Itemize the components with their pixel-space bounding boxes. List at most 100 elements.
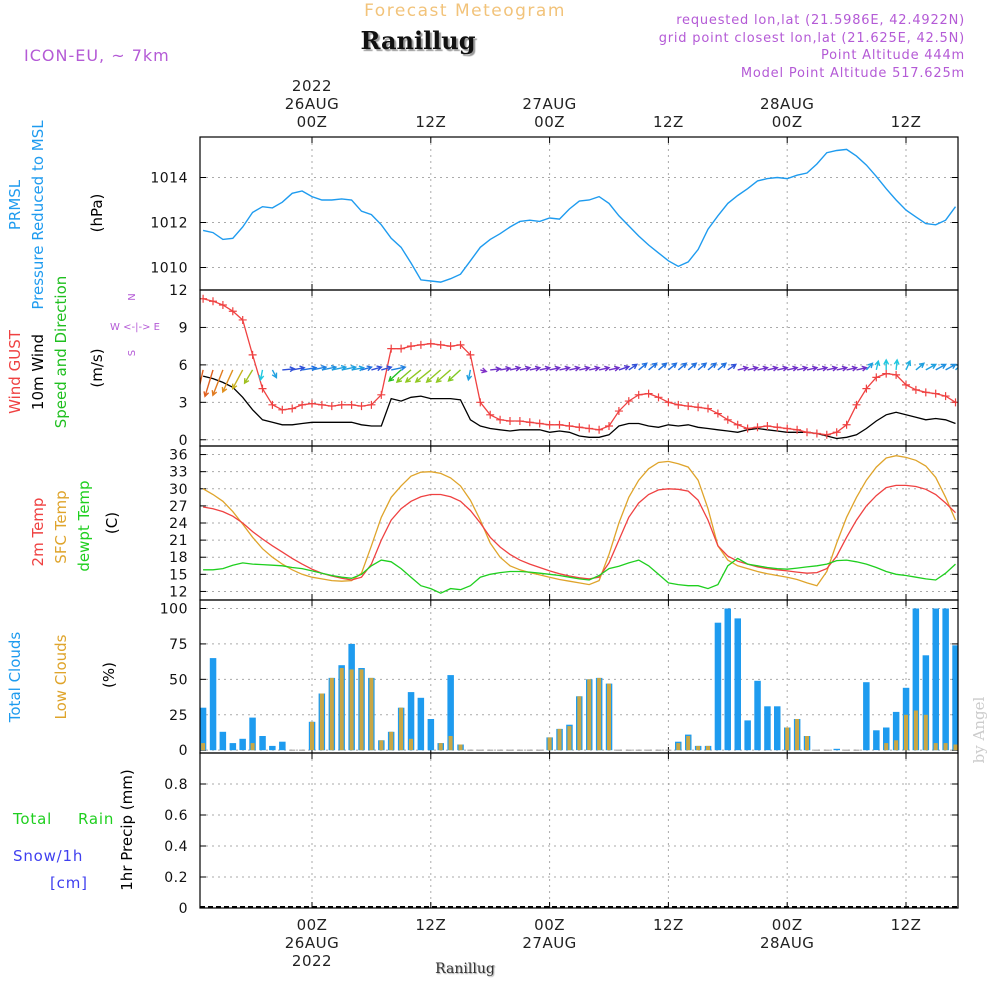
top-time-label: 00Z bbox=[772, 113, 803, 131]
low-cloud-bar bbox=[923, 714, 928, 751]
temp-unit: (C) bbox=[103, 512, 121, 534]
panel-frame bbox=[199, 752, 959, 909]
total-cloud-bar bbox=[714, 622, 722, 751]
bottom-time-label: 00Z bbox=[534, 916, 565, 934]
total-cloud-bar bbox=[952, 645, 958, 751]
top-time-label: 12Z bbox=[415, 113, 446, 131]
gust-marker bbox=[704, 404, 712, 413]
dewpt-label: dewpt Temp bbox=[75, 480, 93, 571]
y-tick-label: 0 bbox=[179, 743, 188, 759]
total-cloud-bar bbox=[863, 682, 870, 751]
low-cloud-bar bbox=[587, 679, 592, 751]
wind-direction-arrow bbox=[856, 365, 868, 372]
wind-direction-arrow bbox=[539, 365, 552, 372]
gust-marker bbox=[803, 428, 811, 437]
pressure-unit: (hPa) bbox=[88, 194, 106, 233]
low-cloud-bar bbox=[894, 740, 899, 751]
low-cloud-bar bbox=[458, 744, 463, 751]
wind-direction-arrow bbox=[826, 365, 839, 372]
gust-marker bbox=[892, 370, 901, 379]
gust-marker bbox=[446, 342, 455, 351]
temp-2m-line bbox=[202, 484, 956, 581]
low-cloud-bar bbox=[696, 745, 701, 751]
low-cloud-bar bbox=[706, 745, 710, 751]
wind-direction-arrow bbox=[658, 362, 668, 371]
wind-direction-arrow bbox=[955, 364, 958, 371]
gust-marker bbox=[605, 422, 613, 431]
bottom-time-label: 00Z bbox=[297, 916, 328, 934]
wind-direction-arrow bbox=[549, 365, 562, 372]
total-clouds-label: Total Clouds bbox=[6, 632, 24, 724]
gust-marker bbox=[793, 425, 802, 434]
low-cloud-bar bbox=[933, 743, 938, 751]
gust-marker bbox=[614, 407, 623, 416]
gust-marker bbox=[624, 397, 633, 406]
wind-direction-arrow bbox=[628, 363, 639, 371]
gust-marker bbox=[238, 315, 247, 324]
wind-direction-arrow bbox=[767, 365, 779, 372]
wind-direction-arrow bbox=[282, 366, 296, 373]
wind-direction-arrow bbox=[221, 369, 234, 394]
wind-direction-arrow bbox=[865, 362, 874, 371]
y-tick-label: 18 bbox=[169, 550, 188, 566]
y-tick-label: 21 bbox=[169, 533, 188, 549]
wind-direction-arrow bbox=[677, 362, 688, 371]
top-time-label: 28AUG bbox=[760, 95, 814, 113]
gust-marker bbox=[862, 384, 871, 393]
low-cloud-bar bbox=[686, 736, 691, 751]
gust-marker bbox=[506, 417, 514, 426]
gust-marker bbox=[357, 402, 366, 411]
wind-direction-arrow bbox=[490, 366, 502, 373]
total-cloud-bar bbox=[209, 658, 217, 751]
gust-marker bbox=[397, 344, 406, 353]
y-tick-label: 100 bbox=[160, 602, 188, 618]
total-cloud-bar bbox=[259, 736, 266, 751]
gust-marker bbox=[228, 307, 237, 316]
gust-marker bbox=[575, 423, 584, 432]
point-altitude: Point Altitude 444m bbox=[821, 48, 965, 63]
panel-grid: 0 25 50 75 100 bbox=[160, 600, 958, 759]
y-tick-label: 1010 bbox=[150, 261, 188, 277]
wind-direction-arrow bbox=[618, 365, 631, 371]
gust-marker bbox=[377, 390, 386, 399]
wind-direction-arrow bbox=[707, 362, 718, 371]
y-tick-label: 0.4 bbox=[164, 839, 188, 855]
total-cloud-bar bbox=[724, 608, 731, 751]
gust-marker bbox=[525, 418, 534, 427]
wind-direction-arrow bbox=[816, 365, 829, 372]
y-tick-label: 27 bbox=[169, 499, 188, 515]
top-time-label: 12Z bbox=[891, 113, 922, 131]
low-cloud-bar bbox=[339, 668, 344, 751]
gust-marker bbox=[535, 419, 544, 428]
gust-marker bbox=[327, 402, 336, 411]
low-cloud-bar bbox=[567, 726, 572, 751]
model-label: ICON-EU, ~ 7km bbox=[24, 46, 170, 65]
y-tick-label: 24 bbox=[169, 516, 188, 532]
gust-marker bbox=[743, 424, 752, 433]
gust-marker bbox=[763, 422, 772, 431]
total-cloud-bar bbox=[734, 618, 741, 751]
total-cloud-bar bbox=[764, 706, 771, 751]
low-cloud-bar bbox=[389, 731, 394, 751]
panel-grid: 0 0.2 0.4 0.6 0.8 bbox=[164, 753, 958, 917]
gridpoint-coords: grid point closest lon,lat (21.625E, 42.… bbox=[659, 31, 965, 46]
gust-marker bbox=[367, 400, 376, 409]
low-cloud-bar bbox=[399, 707, 404, 751]
total-cloud-bar bbox=[754, 680, 761, 751]
gust-marker bbox=[713, 409, 722, 418]
low-cloud-bar bbox=[359, 669, 364, 751]
wind-direction-arrow bbox=[667, 362, 678, 371]
total-cloud-bar bbox=[873, 730, 880, 751]
total-cloud-bar bbox=[774, 706, 781, 751]
y-tick-label: 15 bbox=[169, 567, 188, 583]
gust-marker bbox=[308, 399, 316, 408]
location-title: Ranillug bbox=[360, 26, 475, 55]
total-cloud-bar bbox=[932, 608, 939, 751]
y-tick-label: 25 bbox=[169, 708, 188, 724]
low-cloud-bar bbox=[884, 743, 889, 751]
low-cloud-bar bbox=[369, 677, 374, 751]
wind-direction-arrow bbox=[499, 365, 512, 372]
gust-marker bbox=[822, 430, 831, 439]
